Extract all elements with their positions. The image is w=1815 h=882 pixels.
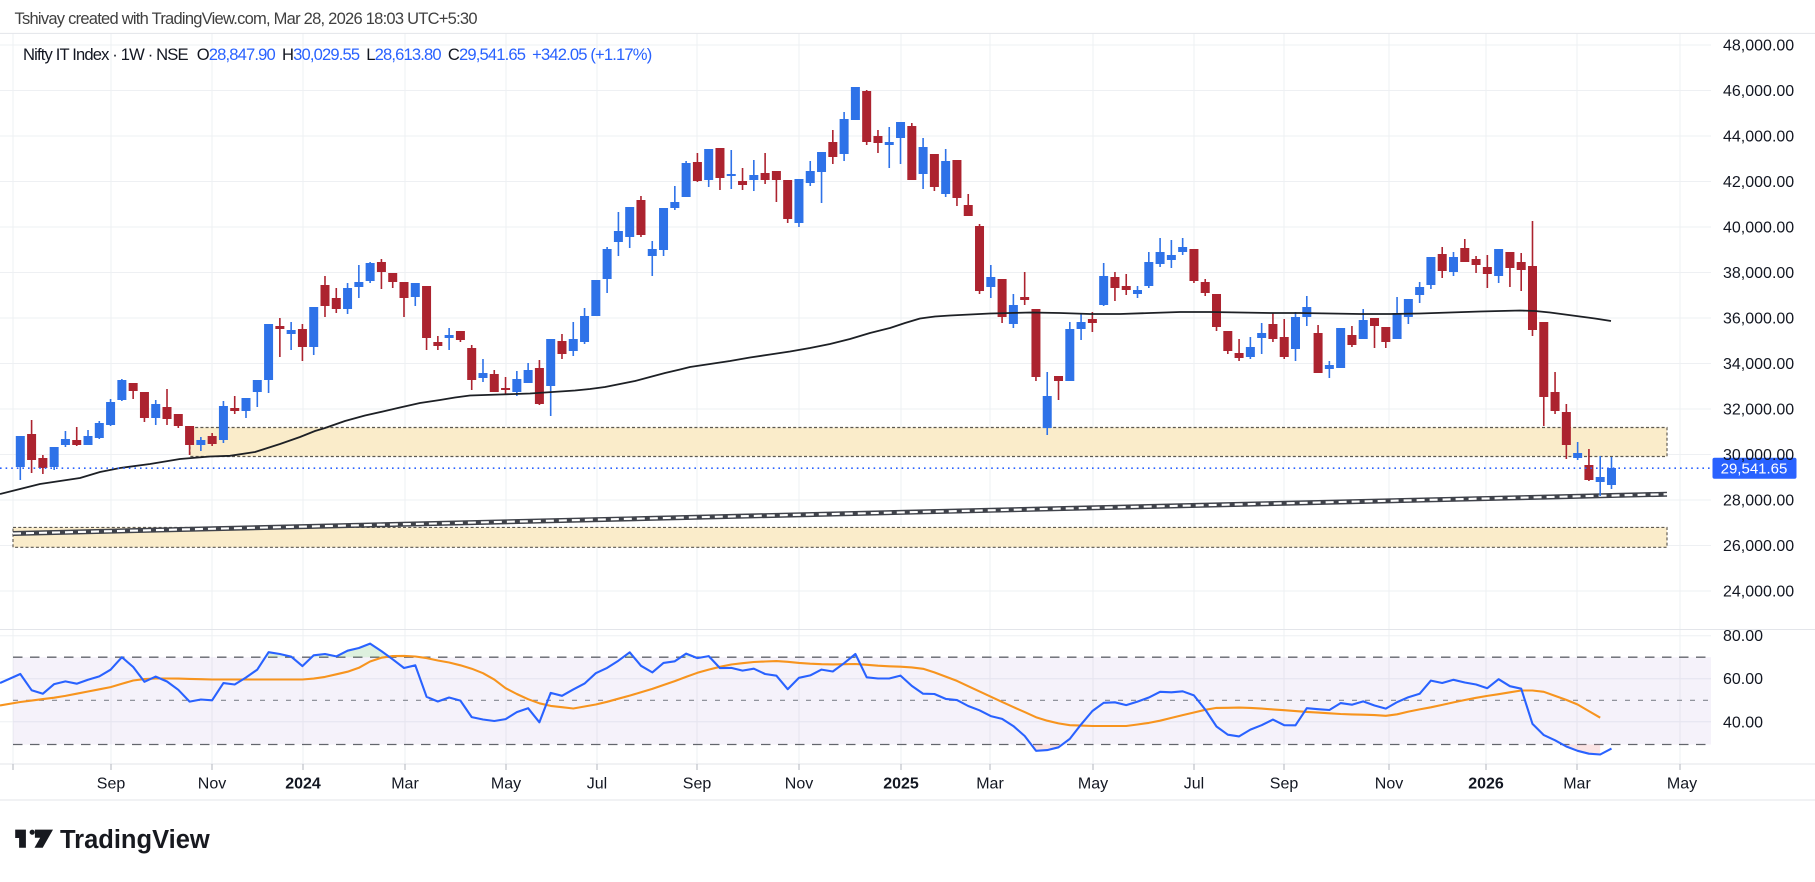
svg-text:TradingView: TradingView: [60, 826, 210, 854]
svg-text:36,000.00: 36,000.00: [1723, 311, 1794, 328]
svg-text:May: May: [491, 776, 521, 793]
svg-text:Mar: Mar: [391, 776, 419, 793]
svg-text:Mar: Mar: [976, 776, 1004, 793]
svg-text:34,000.00: 34,000.00: [1723, 356, 1794, 373]
svg-text:Nov: Nov: [1375, 776, 1403, 793]
svg-text:Sep: Sep: [1270, 776, 1299, 793]
svg-text:30,000.00: 30,000.00: [1723, 447, 1794, 464]
svg-text:26,000.00: 26,000.00: [1723, 538, 1794, 555]
svg-text:44,000.00: 44,000.00: [1723, 129, 1794, 146]
svg-text:Sep: Sep: [97, 776, 126, 793]
svg-text:40.00: 40.00: [1723, 714, 1763, 731]
svg-text:48,000.00: 48,000.00: [1723, 38, 1794, 55]
svg-text:Mar: Mar: [1563, 776, 1591, 793]
svg-text:42,000.00: 42,000.00: [1723, 174, 1794, 191]
svg-text:28,000.00: 28,000.00: [1723, 493, 1794, 510]
svg-text:Sep: Sep: [683, 776, 712, 793]
svg-text:Tshivay created with TradingVi: Tshivay created with TradingView.com, Ma…: [15, 10, 478, 28]
svg-text:38,000.00: 38,000.00: [1723, 265, 1794, 282]
svg-text:Jul: Jul: [1184, 776, 1204, 793]
svg-text:40,000.00: 40,000.00: [1723, 220, 1794, 237]
svg-text:May: May: [1667, 776, 1697, 793]
svg-text:24,000.00: 24,000.00: [1723, 584, 1794, 601]
svg-text:2026: 2026: [1468, 776, 1504, 793]
svg-text:Jul: Jul: [587, 776, 607, 793]
svg-text:Nov: Nov: [198, 776, 226, 793]
svg-text:2024: 2024: [285, 776, 321, 793]
svg-text:29,541.65: 29,541.65: [1721, 461, 1788, 478]
svg-text:60.00: 60.00: [1723, 671, 1763, 688]
svg-text:46,000.00: 46,000.00: [1723, 83, 1794, 100]
svg-text:32,000.00: 32,000.00: [1723, 402, 1794, 419]
svg-text:2025: 2025: [883, 776, 919, 793]
svg-text:Nov: Nov: [785, 776, 813, 793]
svg-text:May: May: [1078, 776, 1108, 793]
svg-text:80.00: 80.00: [1723, 628, 1763, 645]
